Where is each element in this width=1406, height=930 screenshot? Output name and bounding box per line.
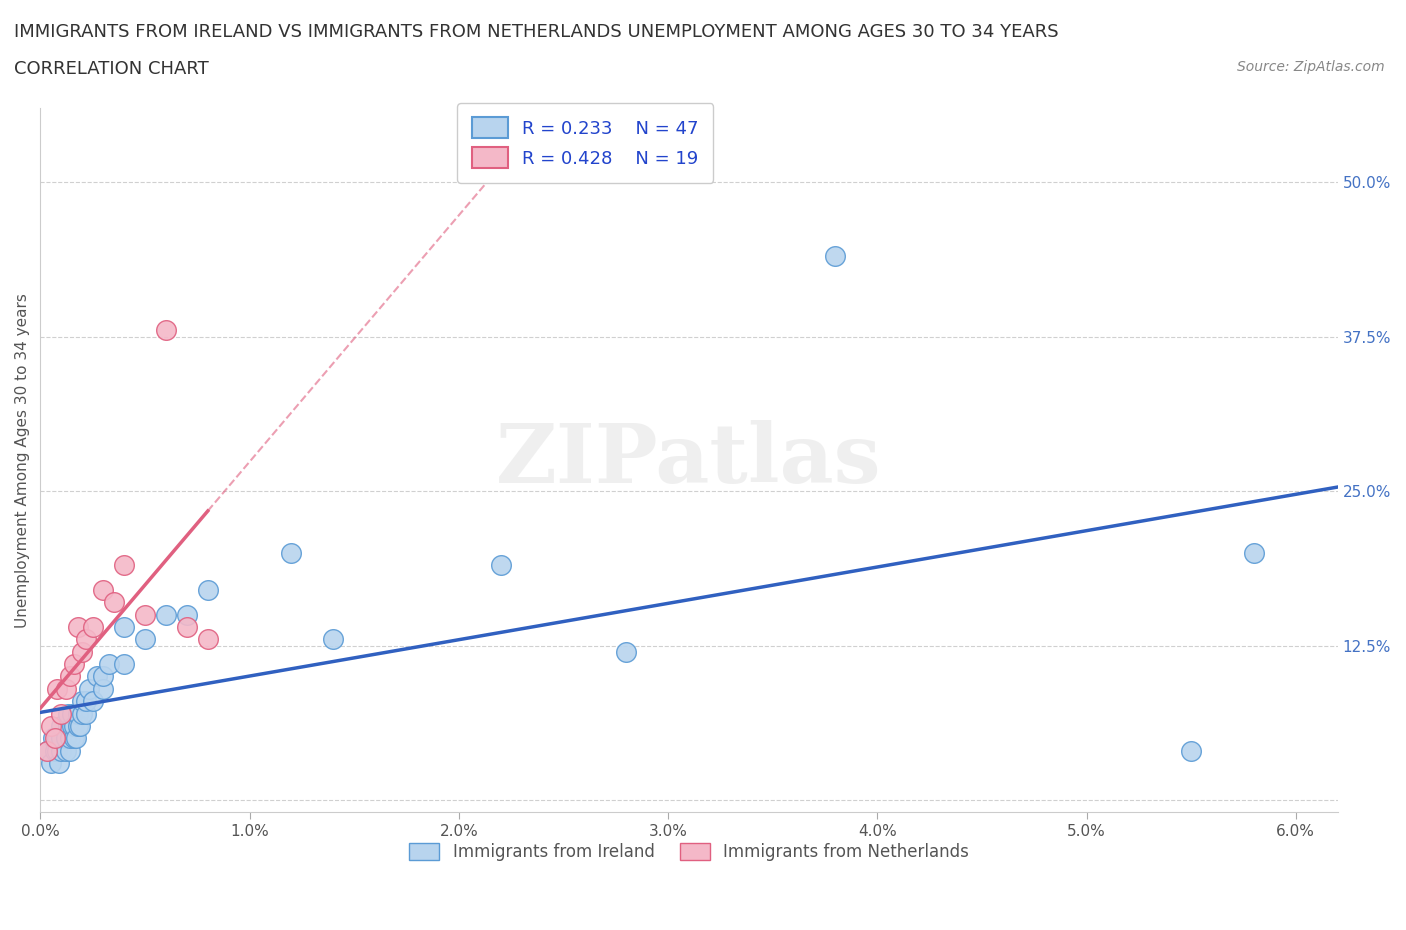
Point [48, 755, 70, 770]
Point [55, 682, 77, 697]
Point [1180, 743, 1202, 758]
Point [112, 657, 135, 671]
Point [65, 731, 87, 746]
Point [46, 743, 69, 758]
Point [98, 657, 121, 671]
Point [67, 619, 90, 634]
Point [46, 731, 69, 746]
Point [39, 755, 62, 770]
Point [155, 323, 177, 338]
Point [91, 669, 114, 684]
Point [51, 731, 73, 746]
Point [197, 582, 219, 597]
Point [614, 644, 637, 659]
Point [176, 607, 198, 622]
Point [489, 558, 512, 573]
Point [67, 719, 90, 734]
Point [72, 706, 94, 721]
Point [59, 669, 82, 684]
Point [134, 632, 156, 647]
Point [44, 743, 66, 758]
Point [44, 731, 66, 746]
Text: ZIPatlas: ZIPatlas [496, 420, 882, 500]
Point [51, 743, 73, 758]
Point [39, 719, 62, 734]
Point [63, 657, 86, 671]
Point [322, 632, 344, 647]
Point [91, 582, 114, 597]
Point [51, 706, 73, 721]
Point [59, 731, 82, 746]
Point [35, 743, 58, 758]
Point [63, 731, 86, 746]
Point [56, 719, 79, 734]
Point [69, 719, 91, 734]
Point [112, 619, 135, 634]
Point [75, 632, 97, 647]
Point [72, 644, 94, 659]
Point [56, 706, 79, 721]
Point [75, 706, 97, 721]
Point [55, 743, 77, 758]
Point [103, 595, 125, 610]
Point [42, 731, 65, 746]
Point [112, 558, 135, 573]
Point [134, 607, 156, 622]
Text: IMMIGRANTS FROM IRELAND VS IMMIGRANTS FROM NETHERLANDS UNEMPLOYMENT AMONG AGES 3: IMMIGRANTS FROM IRELAND VS IMMIGRANTS FR… [14, 23, 1059, 41]
Y-axis label: Unemployment Among Ages 30 to 34 years: Unemployment Among Ages 30 to 34 years [15, 293, 30, 628]
Legend: Immigrants from Ireland, Immigrants from Netherlands: Immigrants from Ireland, Immigrants from… [402, 836, 976, 868]
Point [197, 632, 219, 647]
Point [60, 719, 83, 734]
Point [824, 249, 846, 264]
Point [82, 619, 104, 634]
Point [59, 743, 82, 758]
Point [35, 743, 58, 758]
Point [67, 706, 90, 721]
Point [75, 694, 97, 709]
Point [55, 731, 77, 746]
Point [155, 607, 177, 622]
Point [1243, 545, 1265, 560]
Point [82, 694, 104, 709]
Text: CORRELATION CHART: CORRELATION CHART [14, 60, 209, 78]
Point [176, 619, 198, 634]
Text: Source: ZipAtlas.com: Source: ZipAtlas.com [1237, 60, 1385, 74]
Point [51, 719, 73, 734]
Point [91, 682, 114, 697]
Point [63, 719, 86, 734]
Point [46, 682, 69, 697]
Point [77, 682, 100, 697]
Point [60, 706, 83, 721]
Point [72, 694, 94, 709]
Point [280, 545, 302, 560]
Point [86, 669, 108, 684]
